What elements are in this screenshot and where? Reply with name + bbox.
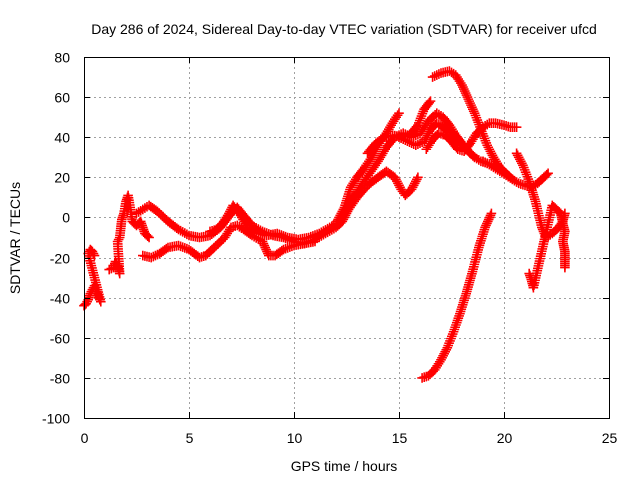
data-point-early	[89, 250, 100, 261]
y-tick-label: 60	[54, 90, 70, 106]
y-tick-label: -80	[50, 371, 70, 387]
data-point-track-a	[142, 231, 153, 241]
data-point-track-j	[507, 174, 518, 185]
x-tick-labels: 0 5 10 15 20 25	[81, 430, 618, 446]
y-axis-label: SDTVAR / TECUs	[7, 182, 23, 294]
data-point-track-i	[511, 122, 522, 132]
data-markers	[79, 66, 570, 383]
data-point-track-j	[506, 173, 516, 183]
y-tick-label: 20	[54, 170, 70, 186]
x-tick-label: 25	[602, 430, 618, 446]
y-tick-label: 80	[54, 50, 70, 66]
y-tick-label: 0	[62, 210, 70, 226]
x-tick-label: 10	[287, 430, 303, 446]
y-tick-label: 40	[54, 130, 70, 146]
data-point-track-f	[377, 133, 388, 144]
chart-title: Day 286 of 2024, Sidereal Day-to-day VTE…	[91, 21, 597, 37]
y-tick-labels: -100 -80 -60 -40 -20 0 20 40 60 80	[42, 50, 70, 427]
axis-ticks	[84, 57, 610, 419]
x-tick-label: 0	[81, 430, 89, 446]
data-point-track-c	[413, 172, 423, 183]
y-tick-label: -100	[42, 411, 70, 427]
data-point-track-f	[424, 97, 435, 108]
data-point-track-m	[560, 262, 570, 273]
data-point-track-f	[425, 96, 436, 106]
data-point-track-k	[486, 208, 497, 219]
plot-frame	[84, 57, 610, 419]
data-point-track-g	[543, 168, 553, 179]
data-point-track-g	[541, 169, 552, 180]
data-point-track-a	[144, 232, 154, 243]
y-tick-label: -40	[50, 291, 70, 307]
data-point-track-c	[161, 243, 172, 254]
x-tick-label: 5	[186, 430, 194, 446]
y-tick-label: -60	[50, 331, 70, 347]
grid-lines	[84, 57, 609, 418]
data-point-track-d	[394, 108, 404, 118]
x-tick-label: 20	[497, 430, 513, 446]
x-tick-label: 15	[392, 430, 408, 446]
x-axis-label: GPS time / hours	[291, 458, 398, 474]
y-tick-label: -20	[50, 251, 70, 267]
